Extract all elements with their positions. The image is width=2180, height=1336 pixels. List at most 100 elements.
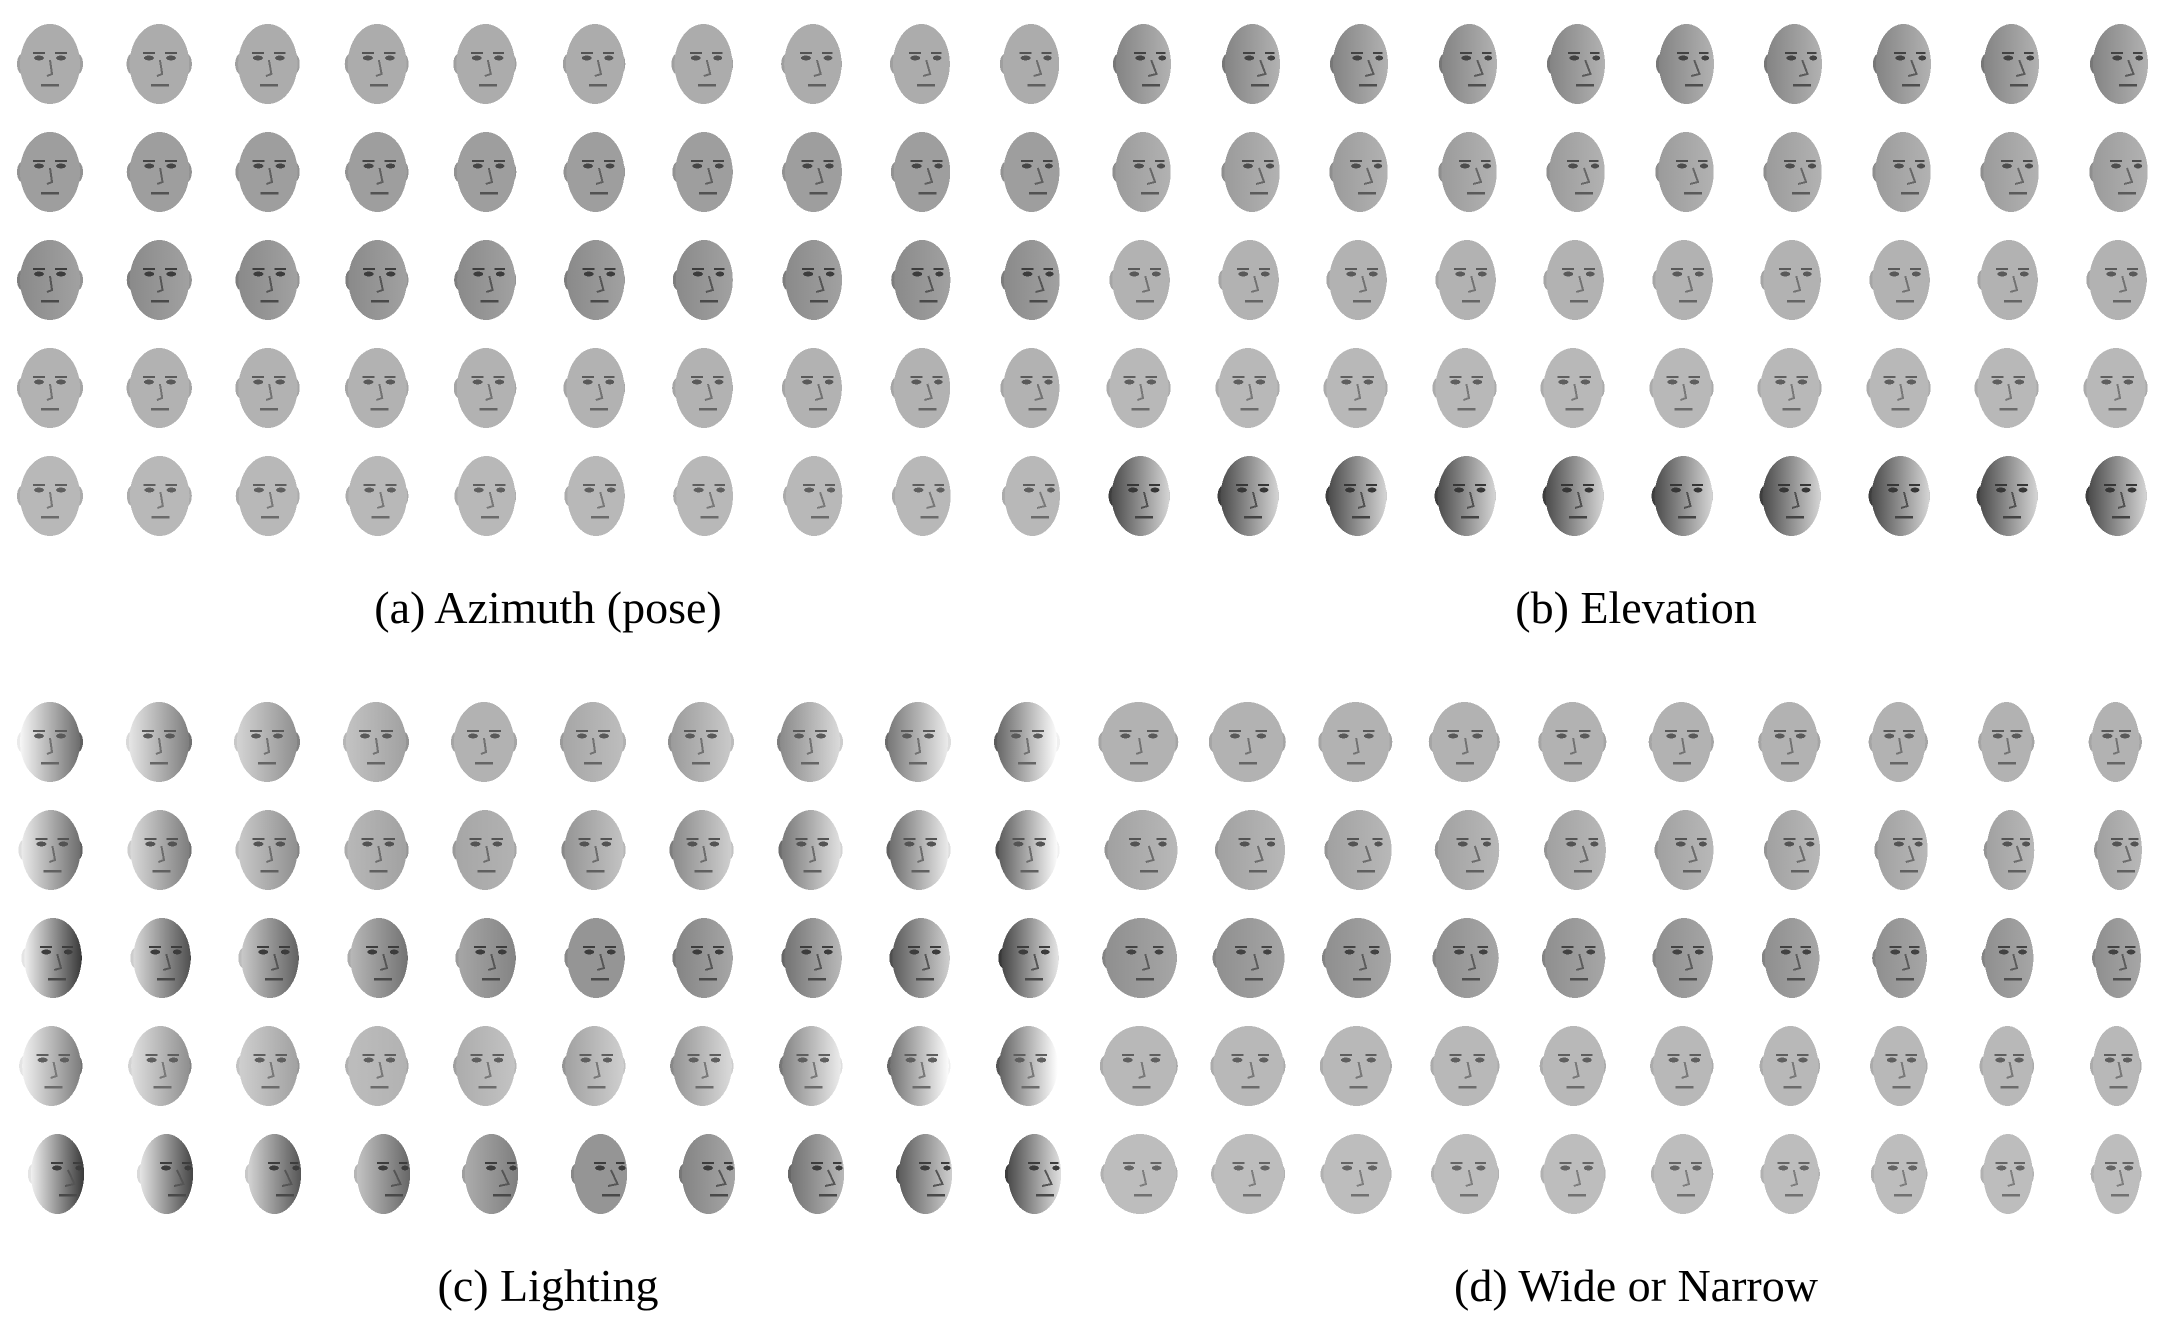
face-cell (1203, 804, 1291, 896)
face-thumbnail (353, 1134, 410, 1214)
face-cell (1420, 1020, 1508, 1112)
face-thumbnail (2088, 132, 2148, 212)
face-cell (1203, 1020, 1291, 1112)
face-cell (1854, 342, 1942, 434)
face-cell (1203, 342, 1291, 434)
face-cell (2071, 234, 2159, 326)
face-cell (2071, 804, 2159, 896)
face-cell (1203, 912, 1291, 1004)
face-thumbnail (1763, 24, 1823, 104)
face-cell (6, 696, 94, 788)
face-thumbnail (890, 348, 951, 428)
face-cell (1962, 126, 2050, 218)
face-cell (766, 1128, 854, 1220)
face-cell (1528, 234, 1616, 326)
face-thumbnail (1651, 456, 1713, 536)
face-cell (440, 18, 528, 110)
face-grid-wide-or-narrow (1094, 696, 2178, 1236)
face-cell (2071, 1128, 2159, 1220)
face-thumbnail (1871, 918, 1927, 998)
face-thumbnail (885, 702, 951, 782)
face-cell (223, 696, 311, 788)
face-cell (874, 342, 962, 434)
face-cell (6, 450, 94, 542)
face-cell (657, 912, 745, 1004)
face-cell (657, 696, 745, 788)
face-thumbnail (895, 1134, 953, 1214)
face-thumbnail (1434, 810, 1499, 890)
face-thumbnail (562, 348, 625, 428)
face-cell (766, 696, 854, 788)
face-thumbnail (889, 918, 950, 998)
face-cell (1637, 1020, 1725, 1112)
face-thumbnail (1217, 240, 1279, 320)
face-thumbnail (1651, 240, 1713, 320)
face-thumbnail (1434, 456, 1496, 536)
face-cell (1528, 450, 1616, 542)
face-thumbnail (1000, 240, 1060, 320)
face-cell (1854, 126, 1942, 218)
face-cell (1962, 18, 2050, 110)
face-thumbnail (1544, 810, 1606, 890)
face-thumbnail (1979, 1026, 2035, 1106)
face-cell (1203, 18, 1291, 110)
face-thumbnail (2082, 348, 2148, 428)
face-thumbnail (1977, 240, 2038, 320)
face-thumbnail (1655, 24, 1714, 104)
face-thumbnail (1761, 918, 1820, 998)
face-thumbnail (126, 456, 192, 536)
face-cell (2071, 450, 2159, 542)
face-thumbnail (1106, 348, 1171, 428)
face-cell (1962, 912, 2050, 1004)
face-thumbnail (1539, 1026, 1606, 1106)
face-thumbnail (1759, 456, 1822, 536)
face-thumbnail (1649, 1026, 1713, 1106)
face-cell (332, 342, 420, 434)
face-thumbnail (1329, 24, 1389, 104)
face-thumbnail (126, 810, 192, 890)
face-cell (1854, 450, 1942, 542)
face-thumbnail (2089, 1026, 2142, 1106)
face-thumbnail (126, 240, 192, 320)
face-thumbnail (2085, 240, 2147, 320)
face-thumbnail (891, 240, 951, 320)
face-thumbnail (1980, 132, 2039, 212)
face-cell (1745, 342, 1833, 434)
face-thumbnail (1648, 348, 1714, 428)
face-thumbnail (1760, 240, 1821, 320)
face-cell (657, 342, 745, 434)
face-cell (657, 1128, 745, 1220)
face-thumbnail (1212, 918, 1285, 998)
face-cell (1962, 342, 2050, 434)
face-thumbnail (672, 132, 733, 212)
face-cell (983, 912, 1071, 1004)
face-cell (115, 450, 203, 542)
face-cell (115, 18, 203, 110)
face-thumbnail (1983, 810, 2035, 890)
face-cell (983, 18, 1071, 110)
face-cell (223, 126, 311, 218)
face-thumbnail (678, 1134, 736, 1214)
face-thumbnail (563, 132, 625, 212)
panel-caption: (a) Azimuth (pose) (374, 582, 722, 633)
face-cell (1528, 804, 1616, 896)
face-cell (1420, 1128, 1508, 1220)
face-cell (766, 1020, 854, 1112)
face-cell (1203, 696, 1291, 788)
face-cell (1745, 234, 1833, 326)
face-cell (1745, 126, 1833, 218)
face-thumbnail (1208, 702, 1286, 782)
face-cell (983, 804, 1071, 896)
face-cell (223, 1020, 311, 1112)
face-thumbnail (1112, 132, 1171, 212)
face-thumbnail (1540, 348, 1605, 428)
face-thumbnail (1004, 1134, 1061, 1214)
face-cell (657, 450, 745, 542)
face-thumbnail (1326, 240, 1387, 320)
face-thumbnail (776, 702, 843, 782)
face-thumbnail (21, 918, 82, 998)
face-thumbnail (1217, 456, 1279, 536)
face-thumbnail (236, 1026, 300, 1106)
face-cell (1311, 18, 1399, 110)
face-cell (874, 696, 962, 788)
